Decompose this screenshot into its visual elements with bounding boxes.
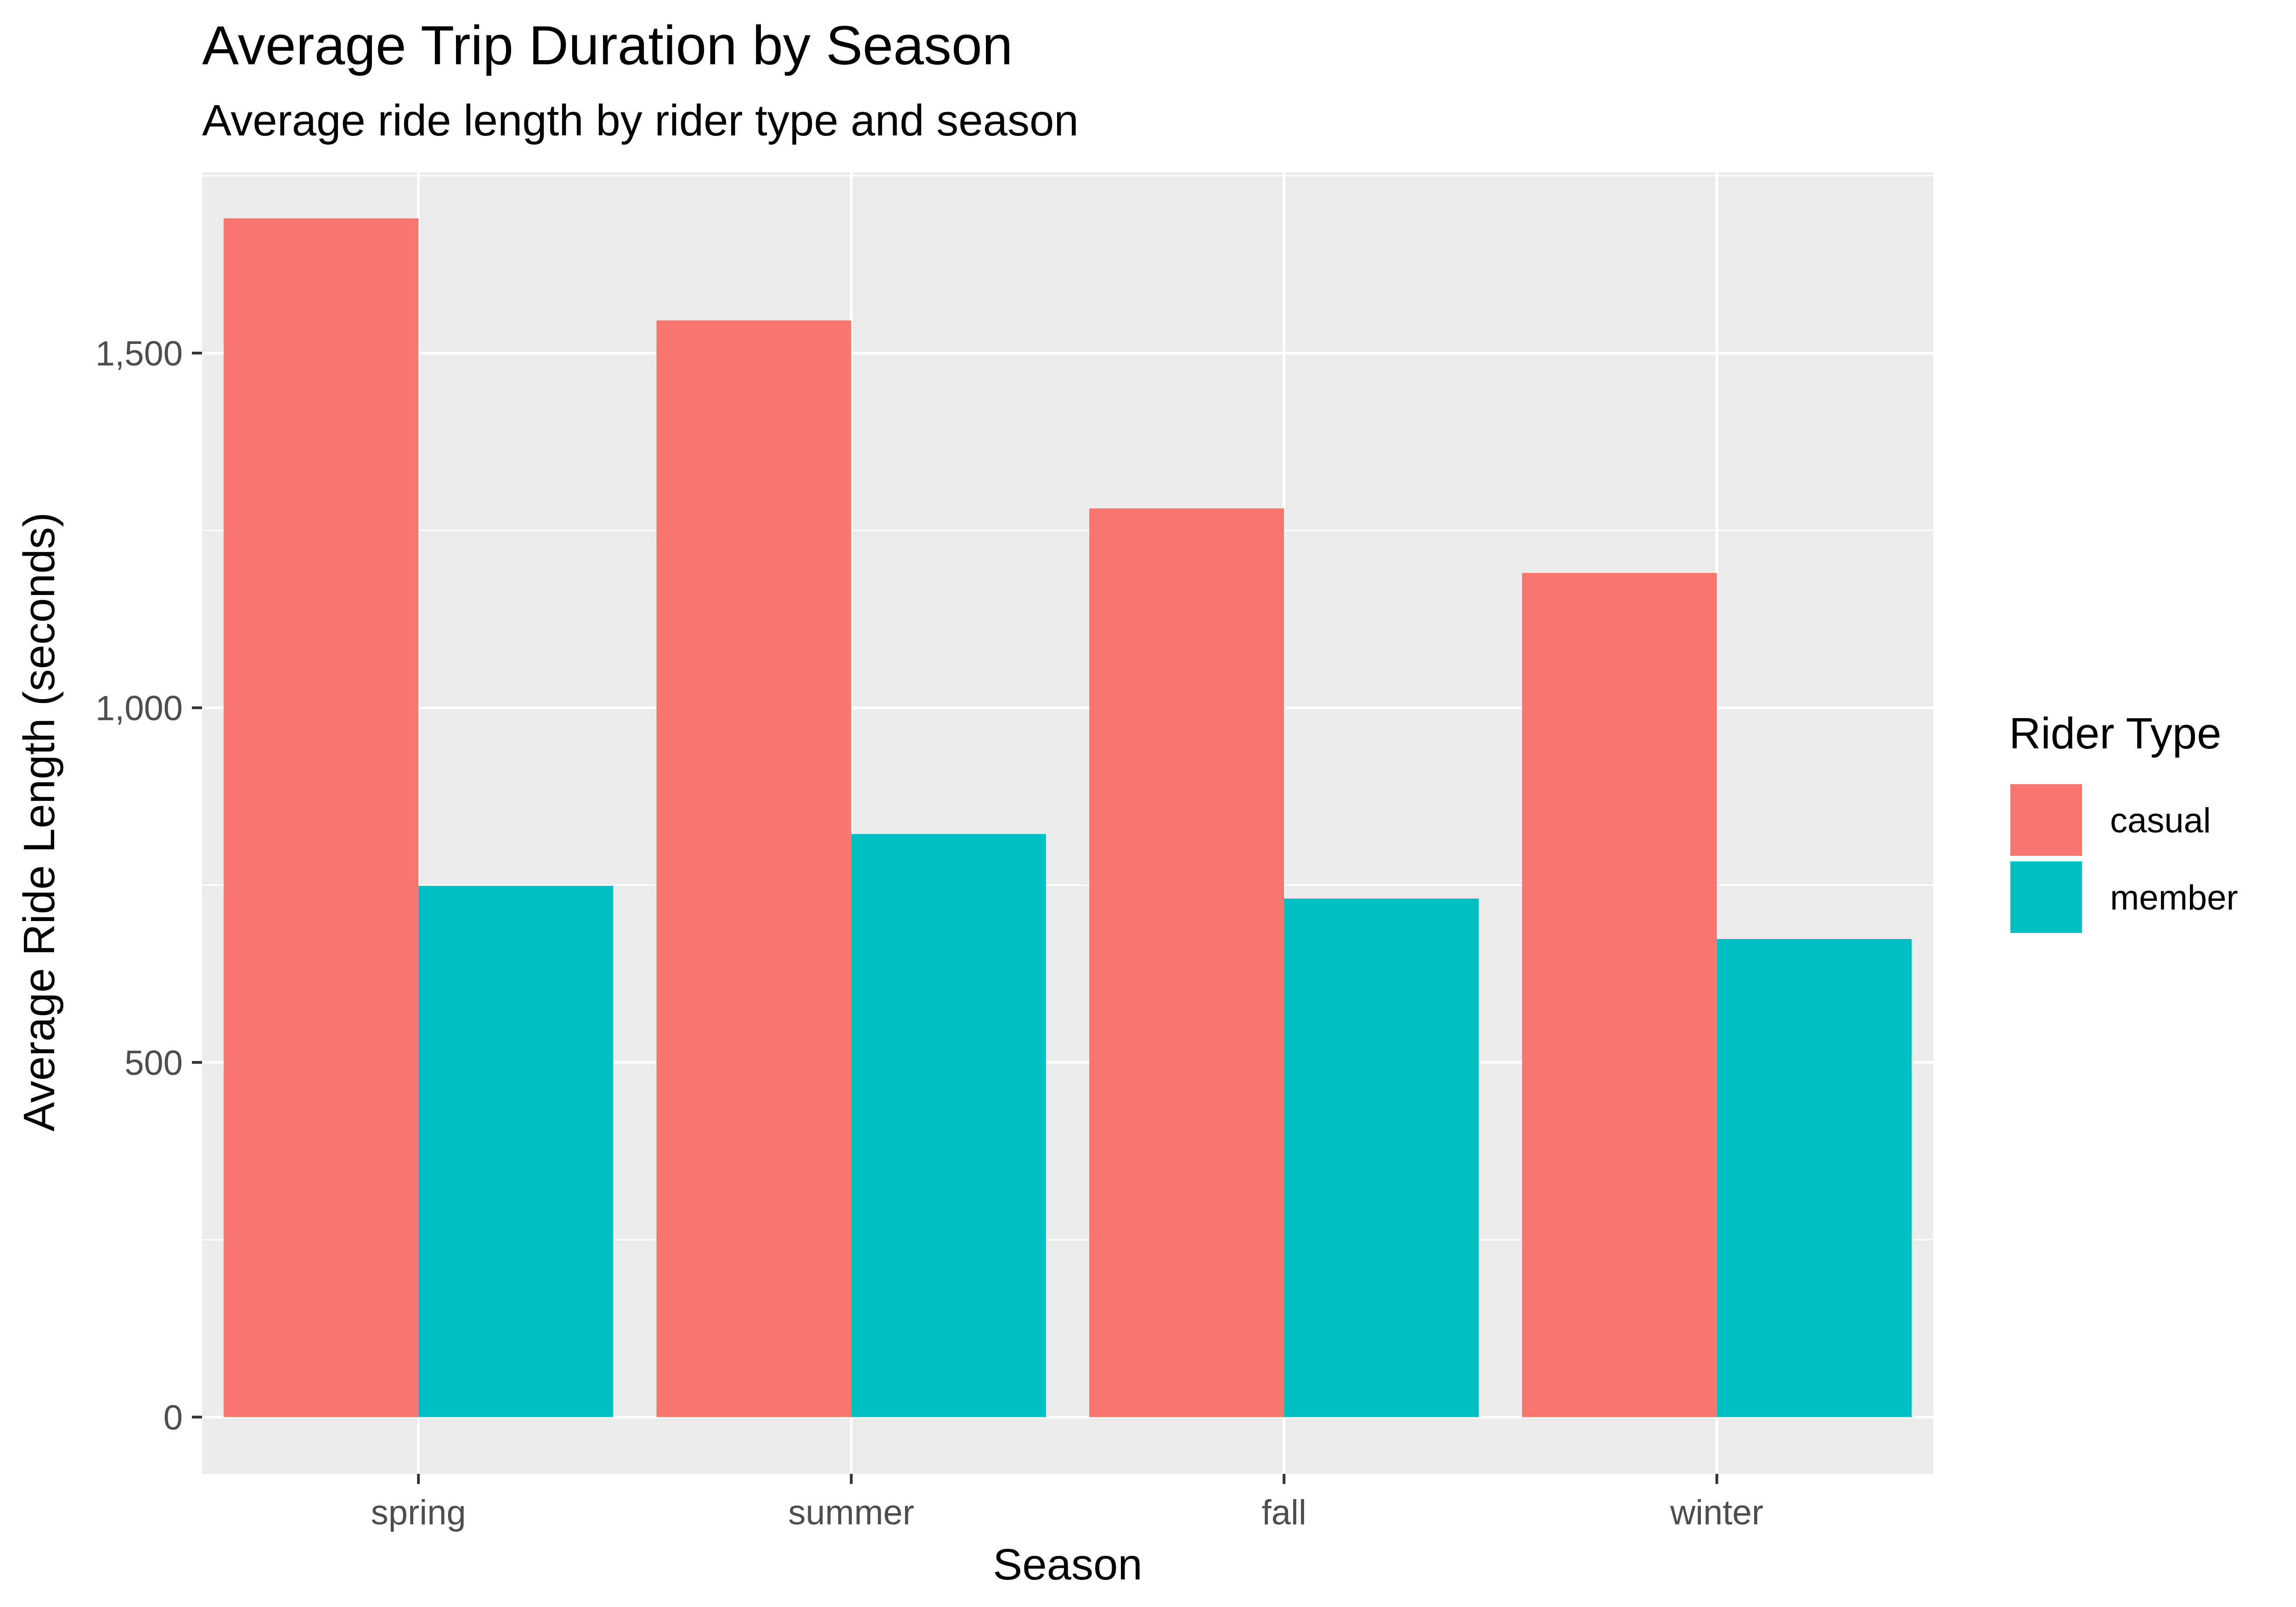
legend-items: casual member bbox=[2008, 781, 2238, 936]
bar-casual-summer bbox=[656, 320, 851, 1417]
legend-label-member: member bbox=[2110, 878, 2238, 917]
bar-member-summer bbox=[851, 834, 1046, 1417]
y-axis-title: Average Ride Length (seconds) bbox=[15, 512, 64, 1131]
bar-member-winter bbox=[1716, 939, 1912, 1417]
chart-title: Average Trip Duration by Season bbox=[202, 15, 1013, 76]
y-tick-label: 500 bbox=[124, 1044, 183, 1083]
bar-member-fall bbox=[1284, 899, 1479, 1417]
legend: Rider Type casual member bbox=[2008, 709, 2238, 936]
bars bbox=[224, 218, 1912, 1417]
x-tick-label: spring bbox=[371, 1493, 466, 1532]
y-axis: 0 500 1,000 1,500 bbox=[96, 334, 202, 1437]
y-tick-label: 0 bbox=[163, 1398, 183, 1437]
legend-label-casual: casual bbox=[2110, 801, 2211, 840]
x-tick-label: fall bbox=[1262, 1493, 1306, 1532]
bar-casual-spring bbox=[224, 218, 419, 1417]
bar-casual-winter bbox=[1522, 573, 1717, 1417]
bar-member-spring bbox=[418, 886, 613, 1417]
y-tick-label: 1,500 bbox=[96, 334, 183, 373]
chart-subtitle: Average ride length by rider type and se… bbox=[202, 96, 1079, 145]
x-tick-label: winter bbox=[1670, 1493, 1763, 1532]
legend-key-member bbox=[2008, 859, 2085, 936]
y-tick-label: 1,000 bbox=[96, 689, 183, 728]
legend-title: Rider Type bbox=[2009, 709, 2221, 758]
bar-casual-fall bbox=[1089, 508, 1284, 1417]
x-tick-label: summer bbox=[788, 1493, 914, 1532]
x-axis-title: Season bbox=[993, 1540, 1142, 1589]
legend-key-casual bbox=[2008, 781, 2085, 859]
x-axis: spring summer fall winter bbox=[371, 1474, 1763, 1532]
